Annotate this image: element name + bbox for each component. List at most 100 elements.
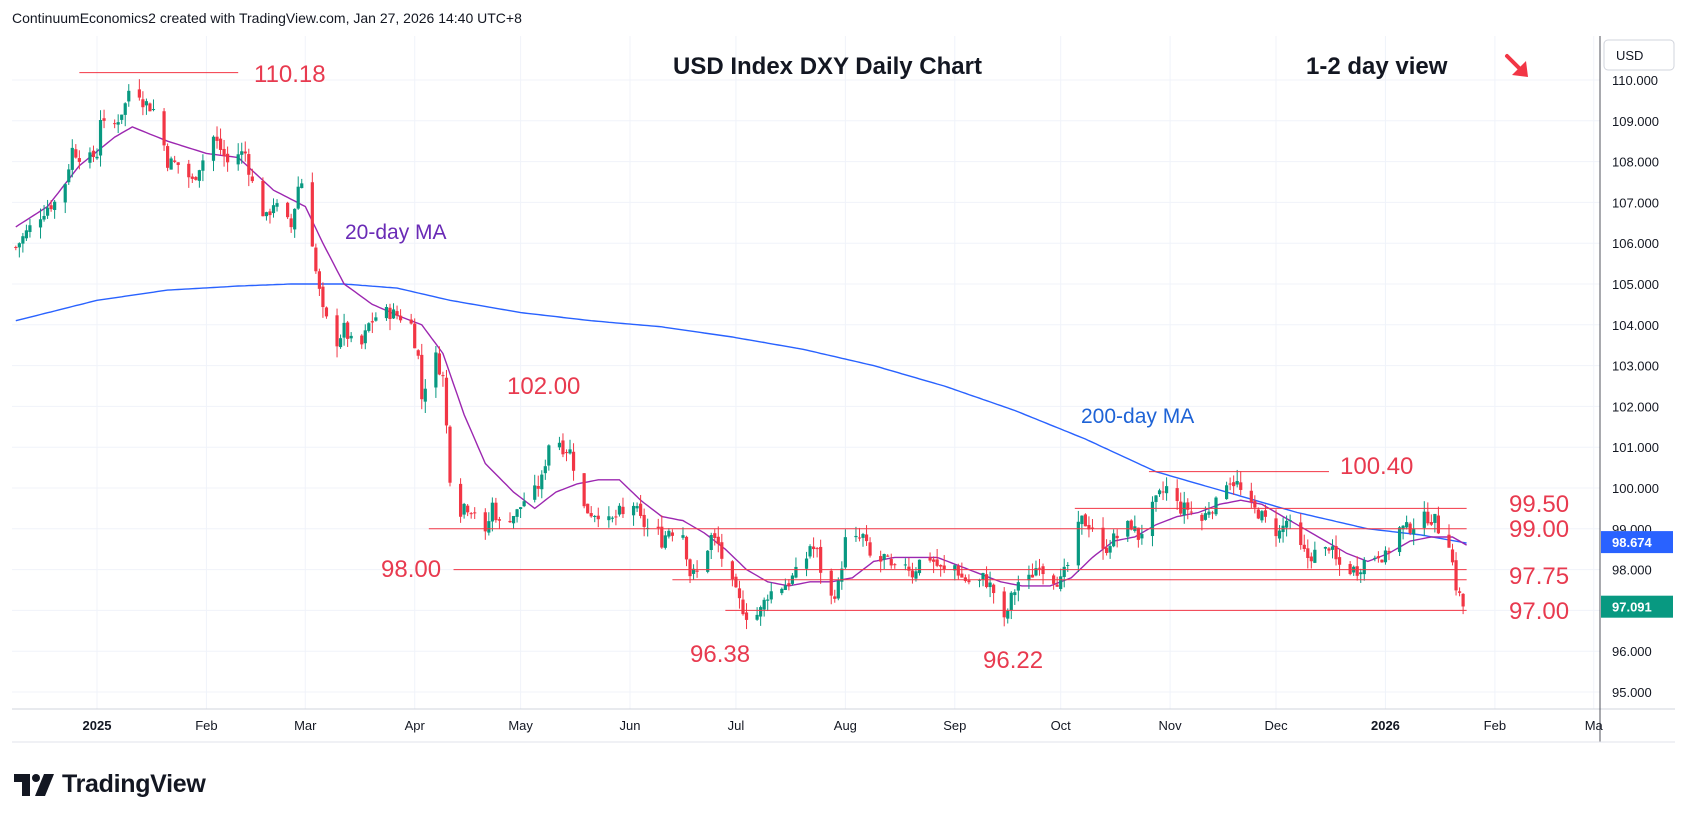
x-tick-label: Jun — [620, 718, 641, 733]
candle-body — [992, 584, 996, 594]
candle-body — [720, 542, 724, 559]
candle-body — [667, 530, 671, 537]
candle-body — [1447, 534, 1451, 548]
x-tick-label: May — [508, 718, 533, 733]
candle-body — [148, 103, 152, 112]
candle-body — [596, 515, 600, 520]
candle-body — [967, 580, 971, 583]
candle-body — [137, 89, 141, 98]
y-tick-label: 109.000 — [1612, 114, 1659, 129]
x-axis[interactable]: 2025 Feb Mar Apr May Jun Jul Aug Sep Oct Nov Dec 202… — [83, 718, 1604, 733]
candle-body — [1083, 514, 1087, 527]
candle-body — [1087, 524, 1091, 530]
y-tick-label: 96.000 — [1612, 644, 1652, 659]
x-tick-label: Ma — [1585, 718, 1604, 733]
candle-body — [367, 323, 371, 331]
candle-body — [127, 90, 131, 102]
candle-body — [1422, 511, 1426, 528]
candle-body — [1355, 566, 1359, 576]
candle-body — [607, 516, 611, 521]
candle-body — [984, 574, 989, 588]
candle-body — [483, 512, 487, 532]
y-tick-label: 104.000 — [1612, 318, 1659, 333]
candle-body — [737, 588, 742, 599]
candle-body — [857, 537, 862, 539]
candle-body — [360, 335, 364, 345]
y-tick-label: 110.000 — [1612, 73, 1658, 88]
candle-body — [211, 136, 216, 161]
candle-body — [363, 330, 367, 344]
candle-body — [836, 580, 840, 599]
candle-body — [469, 513, 473, 515]
candle-body — [261, 180, 265, 217]
x-tick-label: 2025 — [83, 718, 112, 733]
candle-body — [1189, 511, 1193, 513]
candle-body — [271, 205, 276, 214]
candle-body — [88, 152, 92, 163]
candle-body — [547, 445, 551, 466]
candle-body — [1397, 527, 1402, 553]
candle-body — [864, 534, 869, 542]
candle-body — [14, 246, 18, 248]
candle-body — [264, 212, 269, 217]
candle-body — [194, 177, 198, 180]
candle-body — [1306, 548, 1310, 558]
candle-body — [1157, 490, 1162, 495]
candle-body — [1179, 501, 1183, 514]
candle-body — [1362, 560, 1366, 575]
candle-body — [889, 559, 893, 566]
candle-body — [663, 535, 667, 548]
level-label-97-00: 97.00 — [1509, 598, 1569, 625]
candle-body — [226, 153, 230, 163]
candle-body — [187, 163, 191, 178]
y-tick-label: 98.000 — [1612, 563, 1652, 578]
candle-body — [1436, 515, 1440, 534]
candle-body — [1037, 567, 1042, 569]
candle-body — [684, 536, 689, 560]
candle-body — [783, 585, 787, 590]
candle-body — [1323, 547, 1328, 549]
currency-box[interactable] — [1603, 39, 1675, 71]
candle-body — [222, 148, 226, 157]
candle-body — [1330, 546, 1335, 550]
candle-body — [324, 307, 329, 317]
chart-credit: ContinuumEconomics2 created with Trading… — [12, 10, 522, 26]
candle-body — [1076, 521, 1080, 566]
candle-body — [141, 99, 145, 108]
candle-body — [1207, 511, 1211, 515]
level-label-99-00: 99.00 — [1509, 516, 1569, 543]
candle-body — [286, 202, 290, 218]
candle-body — [338, 338, 343, 348]
y-tick-label: 102.000 — [1612, 399, 1659, 414]
candle-body — [511, 515, 516, 524]
candle-body — [1200, 514, 1204, 521]
candle-body — [1426, 511, 1430, 524]
candle-body — [935, 559, 939, 566]
candle-body — [342, 322, 346, 338]
ma200-series — [15, 283, 1467, 544]
candle-body — [1454, 560, 1458, 591]
candle-body — [250, 176, 254, 182]
price-badge — [1601, 531, 1673, 554]
tradingview-logo[interactable]: TradingView — [14, 770, 206, 799]
candle-body — [420, 354, 424, 400]
candle-body — [882, 554, 886, 560]
candle-body — [1108, 546, 1112, 553]
candle-body — [804, 558, 809, 569]
price-badge-label: 97.091 — [1612, 600, 1652, 615]
candle-body — [1066, 564, 1070, 566]
candle-body — [416, 350, 420, 356]
candle-body — [1253, 500, 1257, 508]
candle-body — [593, 515, 597, 517]
currency-label: USD — [1616, 48, 1643, 63]
x-tick-label: Aug — [834, 718, 857, 733]
candle-body — [808, 546, 812, 557]
y-tick-label: 105.000 — [1612, 277, 1659, 292]
candle-body — [1376, 556, 1380, 559]
x-tick-label: Jul — [728, 718, 745, 733]
candle-body — [113, 123, 117, 125]
candle-body — [766, 599, 770, 601]
candle-body — [335, 315, 339, 347]
candle-body — [487, 521, 491, 533]
